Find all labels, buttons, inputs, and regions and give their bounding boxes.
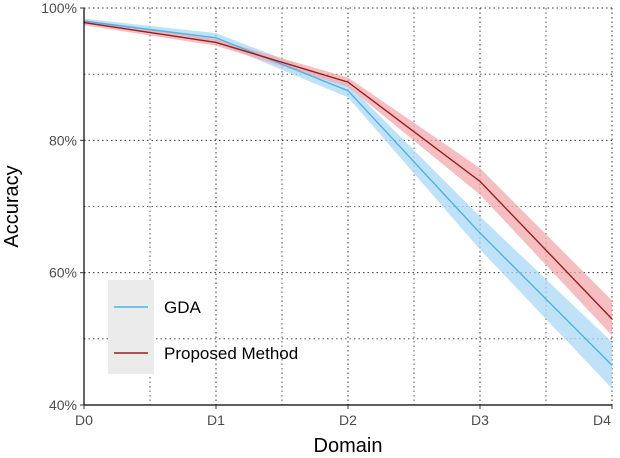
series-line-1 [83,21,613,320]
x-tick-label: D1 [207,412,225,428]
legend: GDA Proposed Method [108,280,298,374]
y-axis-title: Accuracy [1,165,23,247]
x-tick-labels: D0 D1 D2 D3 D4 [75,405,613,428]
legend-label-0: GDA [164,298,202,317]
x-tick-label: D4 [593,412,611,428]
y-tick-labels: 40% 60% 80% 100% [41,0,84,413]
band-1 [84,19,612,336]
x-axis-title: Domain [314,435,383,457]
y-tick-label: 60% [49,265,77,281]
series-line-0 [83,20,613,366]
y-tick-label: 100% [41,0,77,16]
y-tick-label: 40% [49,397,77,413]
confidence-bands [84,18,612,389]
band-0 [84,18,612,389]
series-lines [83,20,613,366]
y-tick-label: 80% [49,132,77,148]
x-tick-label: D2 [339,412,357,428]
x-tick-label: D0 [75,412,93,428]
legend-key-background [108,280,154,374]
x-tick-label: D3 [471,412,489,428]
legend-label-1: Proposed Method [164,344,298,363]
